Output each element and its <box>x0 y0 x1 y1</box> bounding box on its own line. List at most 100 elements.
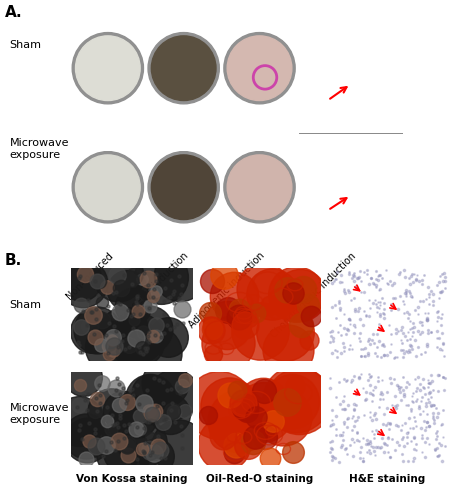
Point <box>86 437 93 445</box>
Point <box>367 372 374 380</box>
Point <box>128 280 136 288</box>
Point <box>133 455 140 463</box>
Point <box>388 435 396 443</box>
Point <box>373 303 381 311</box>
Text: B.: B. <box>5 253 22 268</box>
Point <box>79 391 87 399</box>
Point <box>153 321 160 329</box>
Point <box>401 289 409 297</box>
Point <box>208 326 215 334</box>
Point <box>435 387 442 395</box>
Point <box>337 443 345 451</box>
Point <box>173 320 181 328</box>
Point <box>102 446 110 454</box>
Point <box>328 445 336 453</box>
Point <box>132 299 140 307</box>
Point <box>365 337 372 345</box>
Point <box>138 275 146 283</box>
Point <box>166 325 173 333</box>
Point <box>150 285 157 293</box>
Point <box>178 382 185 390</box>
Point <box>116 437 123 445</box>
Point <box>133 336 140 344</box>
Point <box>368 390 376 398</box>
Point <box>400 300 408 308</box>
Point <box>163 321 171 329</box>
Point <box>414 327 422 335</box>
Point <box>98 316 106 324</box>
Point <box>128 276 136 284</box>
Point <box>219 432 227 440</box>
Point <box>334 328 342 336</box>
Point <box>409 278 417 286</box>
Point <box>410 328 417 336</box>
Point <box>416 297 423 305</box>
Point <box>129 310 137 317</box>
Point <box>289 448 297 456</box>
Point <box>178 431 186 439</box>
Point <box>149 332 156 340</box>
Point <box>399 329 407 337</box>
Point <box>289 397 296 405</box>
Point <box>342 444 349 452</box>
Point <box>412 446 420 454</box>
Point <box>292 290 300 298</box>
Point <box>369 391 377 399</box>
Point <box>402 347 410 355</box>
Point <box>392 392 399 400</box>
Point <box>230 449 238 457</box>
Point <box>351 405 358 413</box>
Point <box>298 321 305 329</box>
Point <box>439 277 447 285</box>
Point <box>341 343 348 351</box>
Point <box>407 335 414 343</box>
Point <box>387 306 394 313</box>
Point <box>365 446 373 454</box>
Point <box>170 323 178 331</box>
Point <box>105 338 112 346</box>
Point <box>420 417 428 425</box>
Point <box>113 384 120 392</box>
Point <box>181 376 189 384</box>
Point <box>419 407 426 415</box>
Point <box>417 350 425 358</box>
Point <box>107 337 114 345</box>
Point <box>104 349 111 357</box>
Point <box>438 329 446 337</box>
Text: Adipogenic induction: Adipogenic induction <box>187 250 266 330</box>
Point <box>372 283 380 291</box>
Point <box>373 330 381 338</box>
Point <box>155 376 163 384</box>
Point <box>409 389 417 397</box>
Bar <box>299 176 403 184</box>
Point <box>161 416 168 424</box>
Point <box>369 443 376 451</box>
Point <box>416 277 423 285</box>
Point <box>340 392 348 400</box>
Point <box>174 442 182 450</box>
Point <box>374 428 382 436</box>
Point <box>103 417 110 425</box>
Point <box>393 353 401 361</box>
Point <box>82 432 90 440</box>
Point <box>233 386 240 394</box>
Point <box>355 334 363 342</box>
Point <box>134 301 141 309</box>
Point <box>422 424 429 432</box>
Point <box>269 418 276 426</box>
Point <box>366 436 374 444</box>
Point <box>410 445 418 453</box>
Point <box>107 425 115 433</box>
Point <box>410 323 418 331</box>
Point <box>400 392 408 400</box>
Point <box>236 305 243 312</box>
Point <box>152 270 160 278</box>
Point <box>433 281 440 289</box>
Point <box>331 275 338 283</box>
Point <box>337 278 344 286</box>
Point <box>168 399 176 407</box>
Point <box>391 446 399 454</box>
Point <box>415 404 422 412</box>
Point <box>220 440 228 448</box>
Point <box>376 390 383 398</box>
